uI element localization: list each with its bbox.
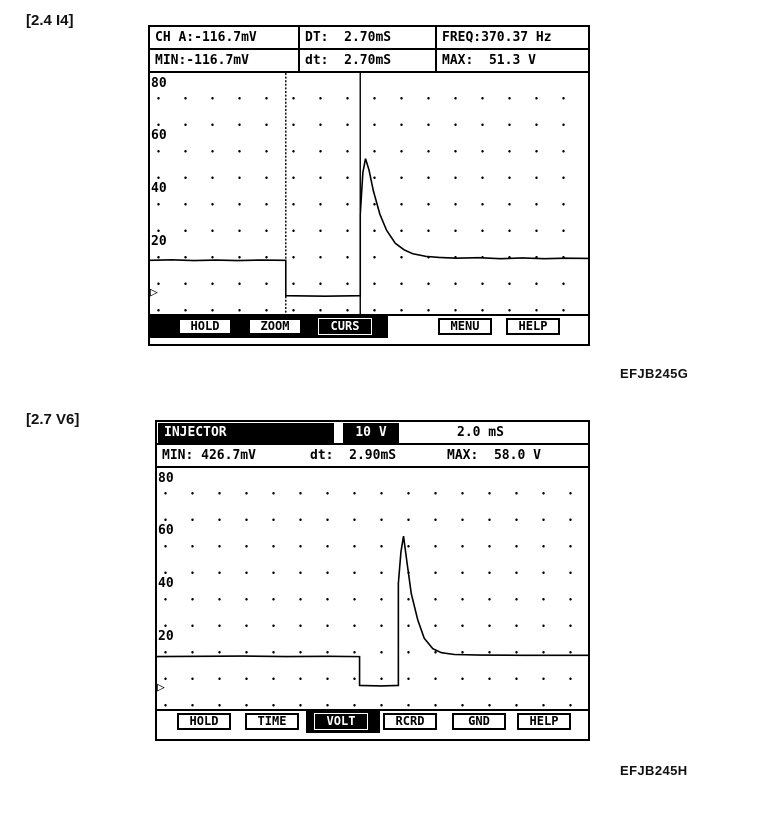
min-readout: MIN:-116.7mV	[155, 53, 249, 68]
gnd-button[interactable]: GND	[452, 713, 506, 730]
hold-button[interactable]: HOLD	[177, 713, 231, 730]
ground-marker-icon: ▷	[150, 285, 158, 300]
scope1-header-row1: CH A:-116.7mV DT: 2.70mS FREQ:370.37 Hz	[150, 27, 588, 50]
y-axis-tick-label: 40	[151, 181, 167, 196]
max-readout: MAX: 58.0 V	[447, 448, 541, 463]
figure-code-1: EFJB245G	[620, 366, 689, 381]
waveform-graph-27v6: 80 60 40 20 ▷	[157, 468, 588, 711]
delta-time-readout: DT: 2.70mS	[298, 27, 435, 48]
y-axis-tick-label: 20	[151, 234, 167, 249]
waveform-trace	[150, 159, 588, 297]
volts-per-div-block: 10 V	[343, 423, 399, 443]
help-button[interactable]: HELP	[517, 713, 571, 730]
waveform-svg	[150, 73, 588, 314]
y-axis-tick-label: 80	[151, 76, 167, 91]
ground-marker-icon: ▷	[157, 680, 165, 695]
time-button[interactable]: TIME	[245, 713, 299, 730]
menu-button[interactable]: MENU	[438, 318, 492, 335]
time-per-div-readout: 2.0 mS	[457, 425, 504, 440]
help-button[interactable]: HELP	[506, 318, 560, 335]
y-axis-tick-label: 80	[158, 471, 174, 486]
figure-code-2: EFJB245H	[620, 763, 688, 778]
y-axis-tick-label: 40	[158, 576, 174, 591]
min-readout: MIN: 426.7mV	[162, 448, 256, 463]
dt-readout: dt: 2.70mS	[298, 50, 435, 71]
y-axis-tick-label: 60	[158, 523, 174, 538]
hold-button[interactable]: HOLD	[178, 318, 232, 335]
engine-label-27v6: [2.7 V6]	[26, 411, 80, 428]
scope2-button-bar: HOLD TIME VOLT RCRD GND HELP	[157, 711, 588, 733]
scope2-header-row1: INJECTOR 10 V 2.0 mS	[157, 422, 588, 445]
scope1-button-bar: HOLD ZOOM CURS MENU HELP	[150, 316, 588, 338]
volt-button[interactable]: VOLT	[314, 713, 368, 730]
waveform-trace	[157, 536, 588, 686]
scope1-header-row2: MIN:-116.7mV dt: 2.70mS MAX: 51.3 V	[150, 50, 588, 73]
engine-label-24i4: [2.4 I4]	[26, 12, 74, 29]
y-axis-tick-label: 20	[158, 629, 174, 644]
max-readout: MAX: 51.3 V	[435, 50, 588, 71]
rcrd-button[interactable]: RCRD	[383, 713, 437, 730]
dt-readout: dt: 2.90mS	[310, 448, 397, 463]
zoom-button[interactable]: ZOOM	[248, 318, 302, 335]
channel-readout: CH A:-116.7mV	[155, 30, 257, 45]
oscilloscope-panel-24i4: CH A:-116.7mV DT: 2.70mS FREQ:370.37 Hz …	[148, 25, 590, 346]
scope2-header-row2: MIN: 426.7mV dt: 2.90mS MAX: 58.0 V	[157, 445, 588, 468]
waveform-graph-24i4: 80 60 40 20 ▷	[150, 73, 588, 316]
injector-title-block: INJECTOR	[158, 423, 334, 443]
frequency-readout: FREQ:370.37 Hz	[435, 27, 588, 48]
y-axis-tick-label: 60	[151, 128, 167, 143]
curs-button[interactable]: CURS	[318, 318, 372, 335]
oscilloscope-panel-27v6: INJECTOR 10 V 2.0 mS MIN: 426.7mV dt: 2.…	[155, 420, 590, 741]
waveform-svg	[157, 468, 588, 709]
